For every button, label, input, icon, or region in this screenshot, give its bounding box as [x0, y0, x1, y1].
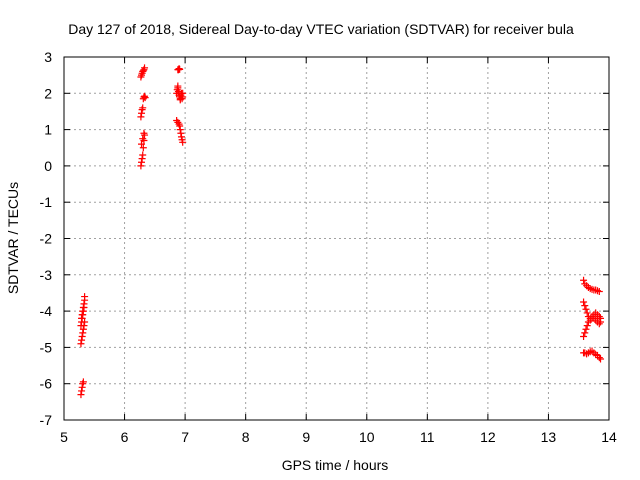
y-tick-label: 1: [44, 122, 52, 138]
x-tick-label: 11: [420, 429, 435, 445]
data-point-marker: [139, 104, 147, 112]
data-point-marker: [174, 84, 182, 92]
data-point-marker: [176, 126, 184, 134]
y-tick-label: -1: [40, 194, 53, 210]
x-tick-label: 12: [480, 429, 496, 445]
data-point-marker: [173, 86, 181, 94]
data-point-marker: [175, 65, 183, 73]
data-point-marker: [595, 354, 603, 362]
y-tick-label: 0: [44, 158, 52, 174]
data-point-marker: [584, 318, 592, 326]
data-point-marker: [138, 140, 146, 148]
x-tick-label: 7: [181, 429, 189, 445]
data-point-marker: [582, 325, 590, 333]
data-point-marker: [137, 73, 145, 81]
data-point-marker: [138, 106, 146, 114]
x-tick-label: 10: [359, 429, 375, 445]
data-point-marker: [81, 293, 89, 301]
data-point-marker: [139, 144, 147, 152]
data-point-marker: [137, 162, 145, 170]
data-point-marker: [78, 333, 86, 341]
data-point-marker: [140, 129, 148, 137]
chart-title: Day 127 of 2018, Sidereal Day-to-day VTE…: [68, 21, 574, 37]
data-point-marker: [176, 122, 184, 130]
grid-lines: [64, 57, 609, 420]
data-point-marker: [590, 314, 598, 322]
x-tick-label: 5: [60, 429, 68, 445]
data-point-marker: [139, 68, 147, 76]
data-point-marker: [78, 318, 86, 326]
y-tick-label: 2: [44, 85, 52, 101]
data-point-marker: [583, 322, 591, 330]
data-point-marker: [77, 340, 85, 348]
data-point-marker: [141, 131, 149, 139]
data-point-marker: [79, 307, 87, 315]
y-tick-label: -3: [40, 267, 53, 283]
data-point-marker: [597, 318, 605, 326]
data-point-marker: [580, 276, 588, 284]
data-point-marker: [593, 287, 601, 295]
data-point-marker: [597, 355, 605, 363]
data-point-marker: [176, 65, 184, 73]
y-tick-label: -5: [40, 339, 53, 355]
x-tick-label: 8: [242, 429, 250, 445]
data-point-marker: [77, 322, 85, 330]
data-point-marker: [595, 287, 603, 295]
data-point-marker: [580, 298, 588, 306]
data-point-marker: [79, 380, 87, 388]
data-point-marker: [580, 333, 588, 341]
data-point-marker: [588, 285, 596, 293]
data-point-marker: [78, 336, 86, 344]
data-point-marker: [179, 89, 187, 97]
data-point-marker: [78, 314, 86, 322]
data-point-marker: [77, 391, 85, 399]
data-point-marker: [595, 320, 603, 328]
y-tick-label: -6: [40, 376, 53, 392]
data-point-marker: [137, 113, 145, 121]
data-point-marker: [581, 280, 589, 288]
data-point-marker: [78, 387, 86, 395]
data-point-marker: [138, 158, 146, 166]
data-point-marker: [582, 305, 590, 313]
data-point-marker: [592, 309, 600, 317]
y-tick-label: -4: [40, 303, 53, 319]
data-point-marker: [583, 309, 591, 317]
data-point-marker: [592, 286, 600, 294]
data-point-marker: [581, 329, 589, 337]
data-point-marker: [179, 138, 187, 146]
y-axis-label: SDTVAR / TECUs: [5, 182, 21, 294]
x-tick-label: 6: [121, 429, 129, 445]
data-points: [77, 64, 605, 399]
plot-frame: [63, 56, 610, 421]
data-point-marker: [141, 94, 149, 102]
x-tick-label: 9: [302, 429, 310, 445]
data-point-marker: [174, 118, 182, 126]
data-point-marker: [595, 313, 603, 321]
y-tick-label: 3: [44, 49, 52, 65]
data-point-marker: [138, 109, 146, 117]
x-tick-label: 13: [541, 429, 557, 445]
data-point-marker: [141, 64, 149, 72]
data-point-marker: [139, 151, 147, 159]
data-point-marker: [79, 329, 87, 337]
data-point-marker: [592, 316, 600, 324]
data-point-marker: [79, 325, 87, 333]
data-point-marker: [79, 311, 87, 319]
x-tick-label: 14: [601, 429, 617, 445]
x-axis-label: GPS time / hours: [282, 457, 389, 473]
data-point-marker: [138, 155, 146, 163]
data-point-marker: [177, 129, 185, 137]
data-point-marker: [140, 93, 148, 101]
data-point-marker: [78, 383, 86, 391]
y-tick-label: -2: [40, 231, 53, 247]
data-point-marker: [139, 135, 147, 143]
data-point-marker: [141, 92, 149, 100]
data-point-marker: [80, 303, 88, 311]
y-tick-label: -7: [40, 412, 53, 428]
data-point-marker: [79, 378, 87, 386]
data-point-marker: [177, 93, 185, 101]
data-point-marker: [581, 302, 589, 310]
